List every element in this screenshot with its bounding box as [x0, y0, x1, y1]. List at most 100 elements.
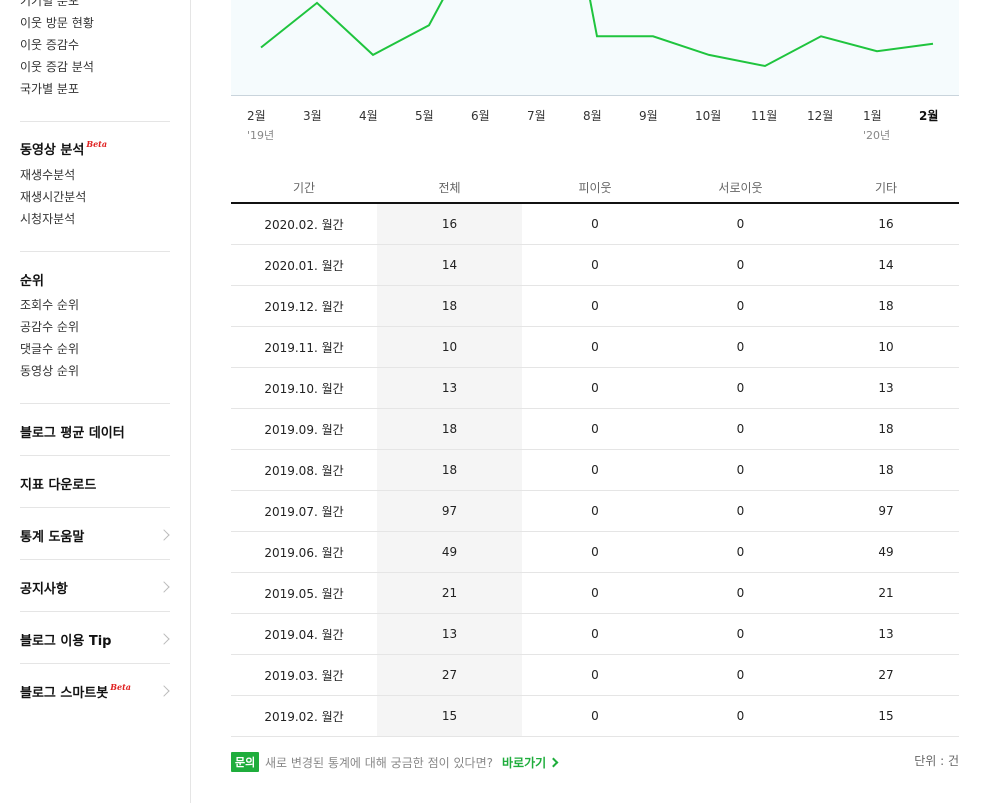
cell-mutual: 0	[668, 572, 813, 614]
cell-mutual: 0	[668, 367, 813, 409]
sidebar-item-play-count[interactable]: 재생수분석	[20, 168, 76, 182]
cell-other: 13	[813, 367, 959, 409]
shortcut-link[interactable]: 바로가기	[502, 754, 559, 771]
cell-other: 97	[813, 490, 959, 532]
table-row: 2019.05. 월간 21 0 0 21	[231, 572, 959, 614]
footer-inquiry: 문의 새로 변경된 통계에 대해 궁금한 점이 있다면? 바로가기 단위 : 건	[231, 750, 959, 772]
sidebar-item-video-rank[interactable]: 동영상 순위	[20, 364, 80, 378]
sidebar-item-device-distribution[interactable]: 기기별 분포	[20, 0, 80, 8]
cell-mutual: 0	[668, 695, 813, 737]
cell-neighbor: 0	[522, 285, 668, 327]
x-tick-label: 2월	[919, 109, 939, 123]
x-tick-label: 11월	[751, 109, 778, 123]
divider	[20, 251, 170, 252]
divider	[20, 559, 170, 560]
cell-neighbor: 0	[522, 654, 668, 696]
table-row: 2020.02. 월간 16 0 0 16	[231, 203, 959, 245]
x-tick-label: 3월	[303, 109, 322, 123]
cell-total: 18	[377, 285, 522, 327]
table-row: 2019.10. 월간 13 0 0 13	[231, 367, 959, 409]
cell-period: 2019.05. 월간	[231, 572, 377, 614]
cell-neighbor: 0	[522, 449, 668, 491]
cell-neighbor: 0	[522, 326, 668, 368]
cell-period: 2019.02. 월간	[231, 695, 377, 737]
x-tick-label: 5월	[415, 109, 434, 123]
cell-mutual: 0	[668, 449, 813, 491]
chevron-right-icon	[158, 529, 170, 541]
sidebar-item-tip[interactable]: 블로그 이용 Tip	[20, 634, 112, 649]
cell-total: 27	[377, 654, 522, 696]
table-row: 2019.02. 월간 15 0 0 15	[231, 695, 959, 737]
cell-mutual: 0	[668, 531, 813, 573]
divider	[20, 455, 170, 456]
shortcut-link-label: 바로가기	[502, 756, 547, 770]
cell-neighbor: 0	[522, 367, 668, 409]
sidebar-item-download[interactable]: 지표 다운로드	[20, 478, 97, 493]
sidebar-item-like-rank[interactable]: 공감수 순위	[20, 320, 80, 334]
sidebar-item-country-distribution[interactable]: 국가별 분포	[20, 82, 80, 96]
sidebar-item-viewers[interactable]: 시청자분석	[20, 212, 76, 226]
divider	[20, 403, 170, 404]
cell-period: 2019.11. 월간	[231, 326, 377, 368]
line-chart-svg	[260, 0, 934, 68]
cell-neighbor: 0	[522, 490, 668, 532]
sidebar-item-help[interactable]: 통계 도움말	[20, 530, 85, 545]
cell-period: 2019.06. 월간	[231, 531, 377, 573]
x-tick-label: 2월	[247, 109, 266, 123]
table-row: 2019.08. 월간 18 0 0 18	[231, 449, 959, 491]
cell-other: 18	[813, 408, 959, 450]
sidebar-item-neighbor-visits[interactable]: 이웃 방문 현황	[20, 16, 94, 30]
cell-other: 49	[813, 531, 959, 573]
table-row: 2019.07. 월간 97 0 0 97	[231, 490, 959, 532]
cell-total: 18	[377, 408, 522, 450]
cell-mutual: 0	[668, 244, 813, 286]
sidebar-item-comment-rank[interactable]: 댓글수 순위	[20, 342, 80, 356]
x-tick-label: 8월	[583, 109, 602, 123]
sidebar-item-play-time[interactable]: 재생시간분석	[20, 190, 87, 204]
cell-other: 18	[813, 449, 959, 491]
sidebar-item-smartbot-label: 블로그 스마트봇	[20, 686, 109, 701]
cell-total: 14	[377, 244, 522, 286]
cell-other: 16	[813, 203, 959, 245]
cell-period: 2019.08. 월간	[231, 449, 377, 491]
cell-other: 15	[813, 695, 959, 737]
cell-mutual: 0	[668, 654, 813, 696]
cell-neighbor: 0	[522, 203, 668, 245]
sidebar-item-neighbor-change[interactable]: 이웃 증감수	[20, 38, 80, 52]
sidebar-item-notice[interactable]: 공지사항	[20, 582, 68, 597]
unit-label: 단위 : 건	[914, 754, 959, 768]
x-tick-label: 7월	[527, 109, 546, 123]
divider	[20, 121, 170, 122]
cell-total: 13	[377, 613, 522, 655]
divider	[20, 663, 170, 664]
x-tick-label: 10월	[695, 109, 722, 123]
cell-other: 18	[813, 285, 959, 327]
x-tick-label: 12월	[807, 109, 834, 123]
cell-neighbor: 0	[522, 695, 668, 737]
year-label: '20년	[863, 129, 891, 142]
cell-period: 2019.04. 월간	[231, 613, 377, 655]
sidebar-item-blog-average[interactable]: 블로그 평균 데이터	[20, 426, 125, 441]
table-row: 2019.09. 월간 18 0 0 18	[231, 408, 959, 450]
inquiry-badge: 문의	[231, 752, 260, 772]
divider	[20, 507, 170, 508]
cell-neighbor: 0	[522, 244, 668, 286]
chevron-right-icon	[158, 685, 170, 697]
cell-mutual: 0	[668, 408, 813, 450]
sidebar-item-view-rank[interactable]: 조회수 순위	[20, 298, 80, 312]
cell-total: 18	[377, 449, 522, 491]
cell-period: 2019.10. 월간	[231, 367, 377, 409]
cell-neighbor: 0	[522, 572, 668, 614]
series-line	[260, 0, 934, 68]
section-title-video: 동영상 분석 Beta	[20, 139, 107, 158]
cell-total: 10	[377, 326, 522, 368]
cell-total: 15	[377, 695, 522, 737]
cell-other: 27	[813, 654, 959, 696]
sidebar-item-neighbor-change-analysis[interactable]: 이웃 증감 분석	[20, 60, 94, 74]
cell-other: 14	[813, 244, 959, 286]
col-header-neighbor: 피이웃	[522, 172, 668, 204]
sidebar-item-smartbot[interactable]: 블로그 스마트봇 Beta	[20, 682, 131, 701]
beta-badge: Beta	[86, 139, 108, 149]
col-header-total: 전체	[377, 172, 522, 204]
x-tick-label: 4월	[359, 109, 378, 123]
